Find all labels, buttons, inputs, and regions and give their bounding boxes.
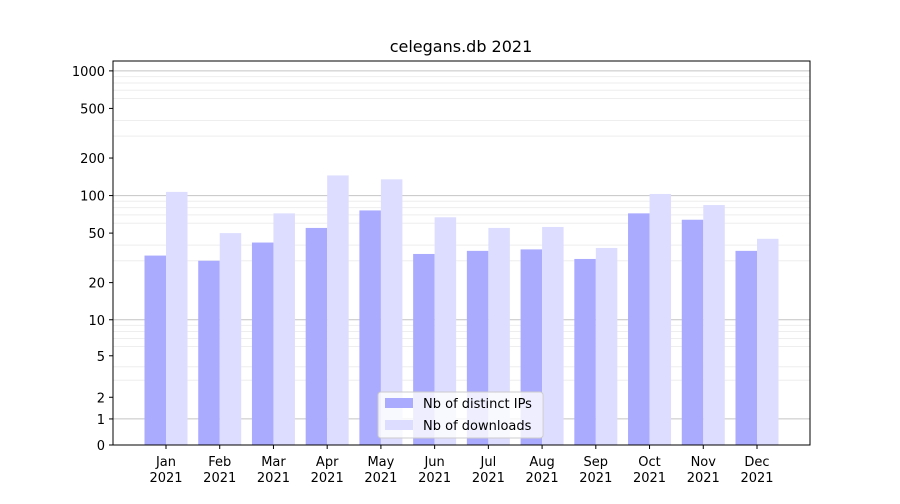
- bar-downloads: [542, 226, 564, 445]
- x-tick-label-month: Oct: [638, 455, 660, 470]
- y-axis: 0 1 2 5 10 20 50 100 200 500 1000: [72, 65, 113, 454]
- x-tick-label-month: Sep: [584, 455, 609, 470]
- chart-title: celegans.db 2021: [390, 37, 533, 56]
- bar-downloads: [595, 247, 618, 445]
- x-tick-label-year: 2021: [579, 471, 612, 486]
- legend: Nb of distinct IPs Nb of downloads: [377, 391, 544, 439]
- x-tick-label-year: 2021: [633, 471, 666, 486]
- x-tick-label-year: 2021: [418, 471, 451, 486]
- x-tick-label-month: Jun: [423, 455, 444, 470]
- x-tick-label-month: Aug: [529, 455, 554, 470]
- legend-swatch-downloads: [385, 420, 413, 430]
- x-tick-label-year: 2021: [687, 471, 720, 486]
- bar-downloads: [488, 227, 510, 445]
- y-tick-label: 500: [80, 102, 105, 117]
- x-tick-label-month: Nov: [691, 455, 717, 470]
- bar-distinct-ips: [144, 255, 166, 445]
- x-tick-label-year: 2021: [472, 471, 505, 486]
- bars-layer: [144, 175, 779, 446]
- bar-downloads: [380, 179, 403, 446]
- y-tick-label: 1: [97, 413, 105, 428]
- x-tick-label-month: Jul: [480, 455, 497, 470]
- bar-downloads: [327, 175, 349, 445]
- y-tick-label: 200: [80, 152, 105, 167]
- bar-downloads: [273, 213, 295, 445]
- y-tick-label: 10: [88, 314, 105, 329]
- bar-distinct-ips: [305, 227, 328, 445]
- bar-distinct-ips: [359, 210, 381, 445]
- x-tick-label-year: 2021: [149, 471, 182, 486]
- x-tick-label-month: Jan: [155, 455, 176, 470]
- x-tick-label-year: 2021: [526, 471, 559, 486]
- x-tick-label-month: Dec: [744, 455, 769, 470]
- bar-distinct-ips: [251, 242, 274, 445]
- legend-label-distinct-ips: Nb of distinct IPs: [423, 397, 532, 412]
- x-tick-label-year: 2021: [311, 471, 344, 486]
- bar-distinct-ips: [574, 258, 596, 445]
- y-tick-label: 100: [80, 190, 105, 205]
- plot-frame: [112, 60, 811, 446]
- x-tick-label-year: 2021: [740, 471, 773, 486]
- y-tick-label: 0: [97, 439, 105, 454]
- legend-swatch-distinct-ips: [385, 398, 413, 408]
- legend-box: [377, 391, 544, 439]
- bar-downloads: [166, 191, 188, 445]
- x-tick-label-year: 2021: [257, 471, 290, 486]
- bar-downloads: [703, 205, 725, 445]
- bar-distinct-ips: [628, 213, 650, 445]
- y-tick-label: 50: [88, 227, 105, 242]
- bar-downloads: [434, 217, 457, 445]
- y-tick-label: 1000: [72, 65, 105, 80]
- x-tick-label-year: 2021: [364, 471, 397, 486]
- y-tick-label: 2: [97, 391, 105, 406]
- bar-distinct-ips: [198, 260, 220, 445]
- bar-downloads: [219, 233, 242, 445]
- x-tick-label-year: 2021: [203, 471, 236, 486]
- y-tick-label: 20: [88, 277, 105, 292]
- x-tick-label-month: May: [367, 455, 394, 470]
- x-tick-label-month: Mar: [261, 455, 286, 470]
- x-tick-label-month: Feb: [208, 455, 231, 470]
- bar-downloads: [757, 238, 779, 445]
- bar-distinct-ips: [681, 219, 704, 445]
- y-tick-label: 5: [97, 350, 105, 365]
- x-tick-label-month: Apr: [316, 455, 339, 470]
- x-axis: Jan2021Feb2021Mar2021Apr2021May2021Jun20…: [149, 445, 774, 486]
- bar-downloads: [649, 193, 672, 445]
- legend-label-downloads: Nb of downloads: [423, 419, 532, 434]
- bar-distinct-ips: [735, 250, 757, 445]
